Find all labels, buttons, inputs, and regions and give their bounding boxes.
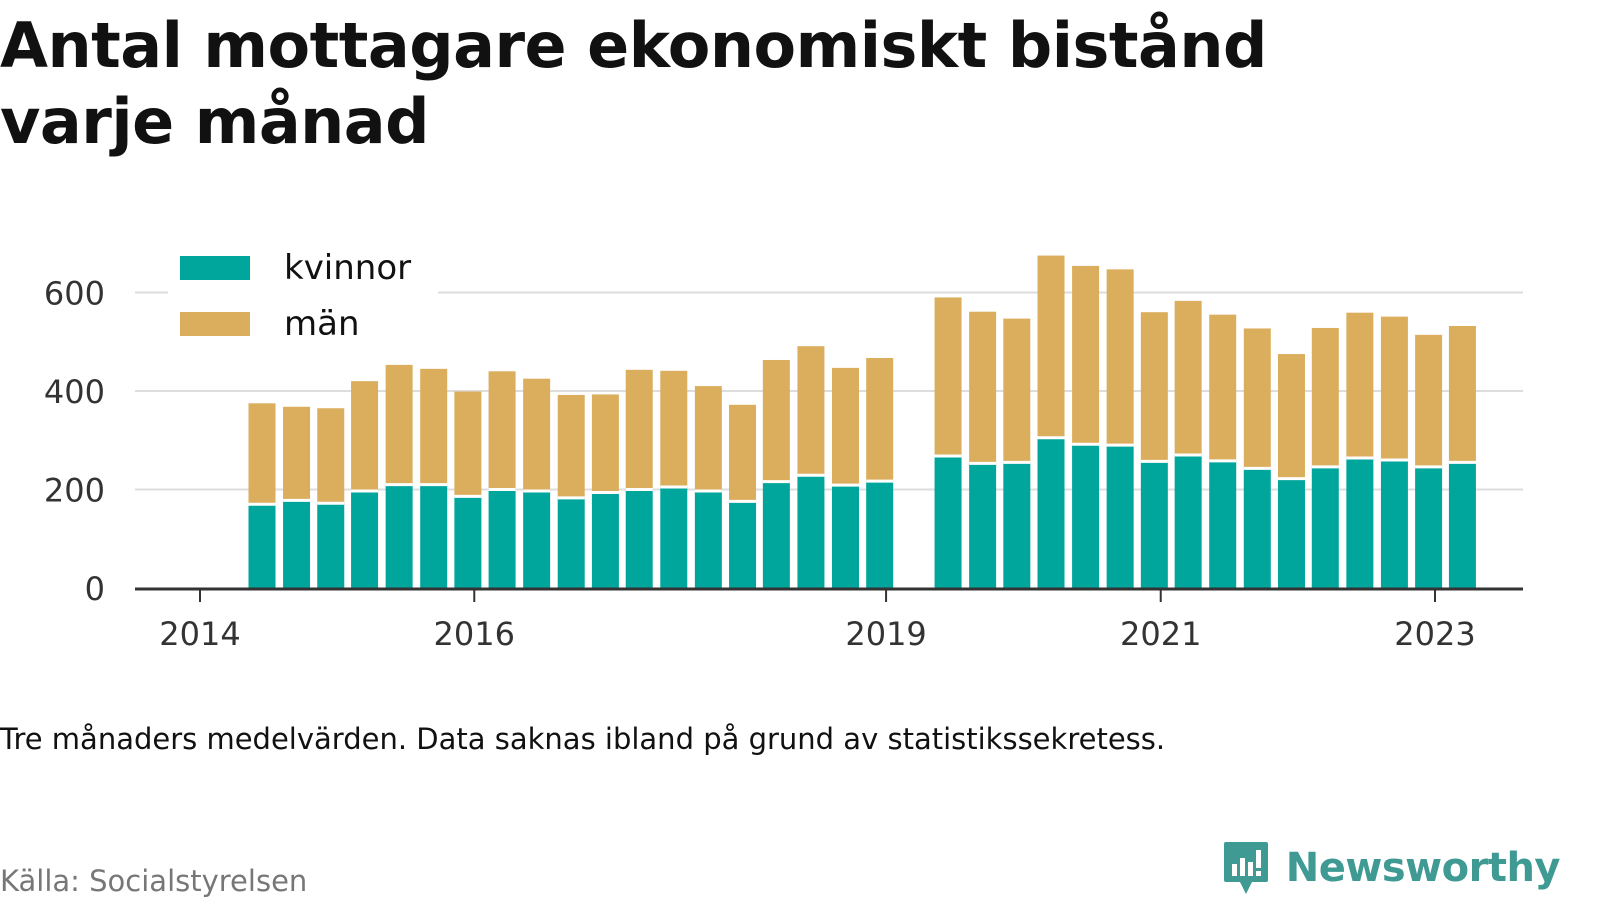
bar-kvinnor-2019-12 [1003, 462, 1031, 588]
brand-name: Newsworthy [1285, 845, 1561, 891]
y-tick-label-600: 600 [44, 275, 105, 313]
bar-kvinnor-2014-09 [283, 500, 311, 588]
bar-män-2021-03 [1174, 300, 1202, 456]
bar-kvinnor-2016-12 [591, 492, 619, 588]
bar-kvinnor-2015-03 [351, 490, 379, 588]
bar-män-2016-09 [557, 394, 585, 498]
bar-män-2016-06 [523, 378, 551, 491]
bar-män-2022-06 [1346, 312, 1374, 458]
bar-kvinnor-2015-06 [385, 484, 413, 588]
bar-kvinnor-2017-06 [660, 487, 688, 588]
bar-män-2017-12 [729, 404, 757, 502]
x-tick-label-2016: 2016 [434, 615, 515, 653]
x-tick-label-2021: 2021 [1120, 615, 1201, 653]
bar-kvinnor-2018-12 [866, 481, 894, 588]
bar-kvinnor-2018-09 [831, 485, 859, 588]
bar-män-2014-12 [317, 408, 345, 504]
bar-män-2017-09 [694, 386, 722, 491]
x-tick-label-2019: 2019 [845, 615, 926, 653]
bar-kvinnor-2023-03 [1448, 462, 1476, 588]
bar-kvinnor-2021-09 [1243, 468, 1271, 588]
source-credit: Källa: Socialstyrelsen [0, 864, 308, 898]
bar-kvinnor-2020-12 [1140, 461, 1168, 588]
x-tick-label-2014: 2014 [159, 615, 240, 653]
bar-män-2015-06 [385, 364, 413, 485]
bars [248, 255, 1476, 588]
bar-män-2019-09 [969, 311, 997, 464]
axes: 0 200 400 600 2014 2016 2019 2021 2023 [44, 275, 1523, 653]
bar-kvinnor-2021-12 [1277, 478, 1305, 588]
bar-män-2022-09 [1380, 316, 1408, 460]
bar-kvinnor-2014-06 [248, 504, 276, 588]
brand-logo[interactable]: Newsworthy [1222, 840, 1561, 896]
bar-män-2021-12 [1277, 354, 1305, 479]
bar-män-2016-03 [488, 371, 516, 490]
bar-män-2019-06 [934, 297, 962, 457]
bar-kvinnor-2017-12 [729, 501, 757, 588]
bar-kvinnor-2022-12 [1415, 466, 1443, 588]
bar-män-2022-03 [1311, 327, 1339, 467]
bar-män-2020-12 [1140, 312, 1168, 462]
stacked-bar-chart: 0 200 400 600 2014 2016 2019 2021 2023 [44, 255, 1523, 653]
y-tick-label-200: 200 [44, 472, 105, 510]
y-tick-label-400: 400 [44, 373, 105, 411]
bar-kvinnor-2015-09 [420, 484, 448, 588]
bar-kvinnor-2018-03 [762, 481, 790, 588]
newsworthy-chart-bubble-icon [1223, 842, 1268, 894]
legend-swatch-man [180, 312, 250, 336]
bar-kvinnor-2022-03 [1311, 466, 1339, 588]
bar-män-2018-03 [762, 359, 790, 482]
bar-män-2023-03 [1448, 325, 1476, 463]
bar-kvinnor-2017-03 [625, 489, 653, 588]
bar-kvinnor-2022-06 [1346, 457, 1374, 588]
bar-kvinnor-2015-12 [454, 496, 482, 588]
bar-kvinnor-2016-09 [557, 497, 585, 588]
bar-män-2017-03 [625, 369, 653, 490]
bar-män-2015-03 [351, 381, 379, 491]
bar-kvinnor-2014-12 [317, 503, 345, 588]
bar-män-2018-06 [797, 346, 825, 476]
y-tick-label-0: 0 [85, 570, 105, 608]
bar-män-2015-09 [420, 368, 448, 485]
bar-kvinnor-2017-09 [694, 490, 722, 588]
legend-item-man: män [168, 296, 438, 352]
bar-kvinnor-2016-03 [488, 489, 516, 588]
bar-män-2021-09 [1243, 328, 1271, 469]
bar-kvinnor-2019-09 [969, 463, 997, 588]
chart-title: Antal mottagare ekonomiskt bistånd varje… [0, 9, 1267, 158]
bar-män-2022-12 [1415, 334, 1443, 467]
bar-kvinnor-2020-03 [1037, 437, 1065, 588]
bar-kvinnor-2020-06 [1072, 444, 1100, 588]
bar-män-2015-12 [454, 391, 482, 497]
bar-män-2017-06 [660, 370, 688, 488]
legend-label-kvinnor: kvinnor [284, 248, 412, 288]
legend-label-man: män [284, 304, 360, 344]
bar-män-2014-06 [248, 403, 276, 505]
bar-män-2020-06 [1072, 265, 1100, 445]
legend: kvinnor män [168, 240, 438, 352]
bar-kvinnor-2021-06 [1209, 460, 1237, 588]
bar-män-2018-09 [831, 367, 859, 486]
bar-kvinnor-2018-06 [797, 475, 825, 588]
bar-män-2020-03 [1037, 255, 1065, 438]
x-tick-label-2023: 2023 [1394, 615, 1475, 653]
bar-män-2020-09 [1106, 269, 1134, 446]
chart-note: Tre månaders medelvärden. Data saknas ib… [0, 722, 1166, 756]
bar-kvinnor-2016-06 [523, 490, 551, 588]
bar-män-2016-12 [591, 394, 619, 493]
bar-kvinnor-2019-06 [934, 456, 962, 588]
legend-item-kvinnor: kvinnor [168, 240, 438, 296]
bar-kvinnor-2021-03 [1174, 455, 1202, 588]
bar-kvinnor-2022-09 [1380, 459, 1408, 588]
bar-män-2014-09 [283, 406, 311, 501]
legend-swatch-kvinnor [180, 256, 250, 280]
bar-kvinnor-2020-09 [1106, 445, 1134, 588]
chart-area: 0 200 400 600 2014 2016 2019 2021 2023 [0, 215, 1600, 685]
bar-män-2021-06 [1209, 314, 1237, 461]
bar-män-2018-12 [866, 358, 894, 482]
bar-män-2019-12 [1003, 318, 1031, 463]
